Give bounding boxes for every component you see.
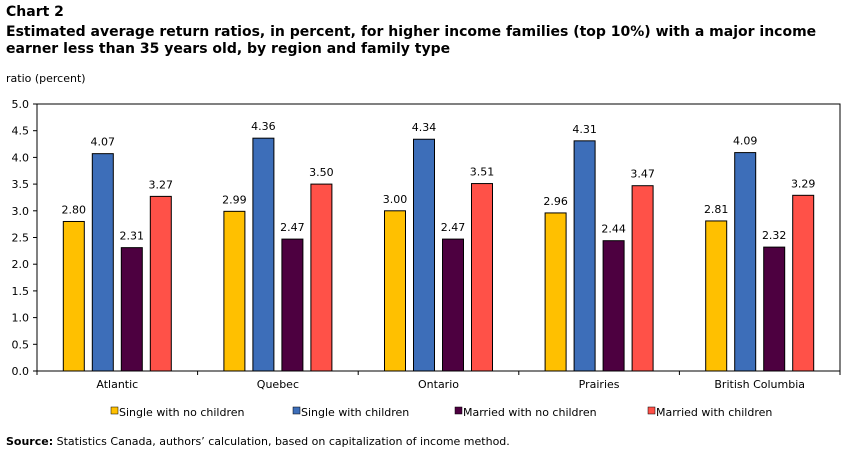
plot-frame bbox=[36, 103, 841, 372]
legend-label: Single with children bbox=[301, 406, 409, 419]
bar-value-label: 4.09 bbox=[733, 135, 758, 148]
bar bbox=[763, 246, 786, 372]
bar-value-label: 2.47 bbox=[280, 221, 305, 234]
bar-value-label: 3.27 bbox=[149, 178, 174, 191]
bar-value-label: 3.51 bbox=[470, 166, 495, 179]
bar-value-label: 3.29 bbox=[791, 177, 816, 190]
bar bbox=[544, 212, 567, 372]
bar-value-label: 2.31 bbox=[120, 230, 145, 243]
bar-value-label: 2.81 bbox=[704, 203, 729, 216]
value-labels: 2.80 4.07 2.31 3.27 2.99 4.36 2.47 3.50 3.00 4.34… bbox=[62, 120, 816, 242]
bar bbox=[120, 247, 143, 372]
legend-swatch bbox=[110, 406, 119, 415]
source-note: Source: Statistics Canada, authors’ calc… bbox=[6, 435, 510, 448]
bar bbox=[62, 220, 85, 372]
bar bbox=[384, 210, 406, 372]
bar bbox=[149, 195, 172, 372]
bar bbox=[602, 240, 625, 372]
y-tick-label: 0.0 bbox=[12, 365, 30, 378]
x-axis: Atlantic Quebec Ontario Prairies British Col… bbox=[36, 371, 841, 391]
bar-value-label: 4.31 bbox=[572, 123, 597, 136]
bar bbox=[442, 238, 464, 372]
y-tick-label: 2.0 bbox=[12, 258, 30, 271]
bar bbox=[310, 183, 333, 372]
x-tick-label: British Columbia bbox=[714, 378, 805, 391]
bar-value-label: 2.47 bbox=[441, 221, 466, 234]
y-tick-label: 4.0 bbox=[12, 151, 30, 164]
y-tick-label: 1.0 bbox=[12, 312, 30, 325]
legend-label: Married with no children bbox=[463, 406, 597, 419]
bar bbox=[223, 210, 246, 372]
source-label: Source: bbox=[6, 435, 54, 448]
bar bbox=[252, 137, 275, 372]
y-tick-label: 2.5 bbox=[12, 232, 30, 245]
legend-swatch bbox=[647, 406, 656, 415]
bar bbox=[734, 152, 757, 372]
x-tick-label: Ontario bbox=[418, 378, 459, 391]
bar-value-label: 2.99 bbox=[222, 193, 247, 206]
bar-value-label: 2.80 bbox=[62, 203, 87, 216]
bar bbox=[573, 140, 596, 372]
legend-swatch bbox=[292, 406, 301, 415]
bar bbox=[413, 138, 435, 372]
y-tick-label: 5.0 bbox=[12, 98, 30, 111]
bar-value-label: 2.32 bbox=[762, 229, 787, 242]
y-tick-label: 4.5 bbox=[12, 125, 30, 138]
y-tick-label: 1.5 bbox=[12, 285, 30, 298]
bar bbox=[631, 185, 654, 372]
bar-value-label: 2.44 bbox=[601, 223, 626, 236]
bar-value-label: 3.47 bbox=[630, 168, 655, 181]
legend: Single with no children Single with child… bbox=[110, 406, 772, 419]
bar-value-label: 4.36 bbox=[251, 120, 276, 133]
bar bbox=[705, 220, 728, 372]
bar bbox=[91, 153, 114, 372]
x-tick-label: Quebec bbox=[257, 378, 299, 391]
source-text: Statistics Canada, authors’ calculation,… bbox=[53, 435, 510, 448]
y-tick-label: 3.5 bbox=[12, 178, 30, 191]
bar bbox=[471, 183, 493, 372]
y-axis: 0.0 0.5 1.0 1.5 2.0 2.5 3.0 3.5 4.0 4.5 5.0 bbox=[12, 98, 37, 378]
x-tick-label: Prairies bbox=[579, 378, 620, 391]
y-tick-label: 0.5 bbox=[12, 338, 30, 351]
y-axis-title: ratio (percent) bbox=[6, 72, 86, 85]
x-tick-label: Atlantic bbox=[96, 378, 138, 391]
bar-value-label: 4.34 bbox=[412, 121, 437, 134]
chart-number: Chart 2 bbox=[6, 4, 64, 20]
legend-swatch bbox=[454, 406, 463, 415]
chart-title: Estimated average return ratios, in perc… bbox=[6, 24, 817, 57]
legend-label: Married with children bbox=[656, 406, 772, 419]
bar bbox=[792, 194, 815, 372]
bar-group bbox=[62, 137, 815, 372]
y-tick-label: 3.0 bbox=[12, 205, 30, 218]
bar-value-label: 4.07 bbox=[91, 136, 116, 149]
legend-label: Single with no children bbox=[119, 406, 245, 419]
bar-value-label: 3.50 bbox=[309, 166, 334, 179]
bar-value-label: 3.00 bbox=[383, 193, 408, 206]
bar-value-label: 2.96 bbox=[543, 195, 568, 208]
bar bbox=[281, 238, 304, 372]
